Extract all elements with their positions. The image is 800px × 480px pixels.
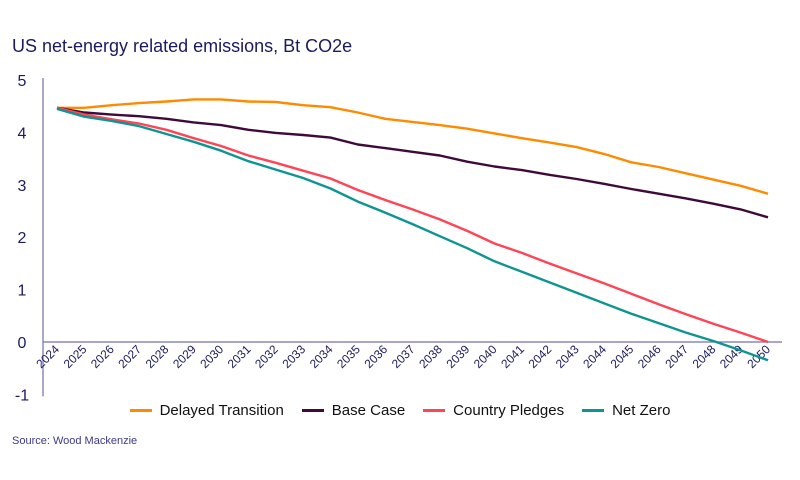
legend-swatch bbox=[301, 409, 324, 412]
x-tick-label: 2043 bbox=[553, 342, 582, 371]
legend-item: Delayed Transition bbox=[129, 402, 284, 419]
y-tick-label: 2 bbox=[18, 230, 27, 247]
series-line-delayed-transition bbox=[57, 98, 769, 195]
x-tick-label: 2026 bbox=[88, 342, 117, 371]
x-tick-label: 2040 bbox=[471, 342, 500, 371]
x-tick-label: 2033 bbox=[279, 342, 308, 371]
legend-item: Country Pledges bbox=[423, 402, 564, 419]
x-tick-label: 2045 bbox=[608, 342, 637, 371]
legend-label: Country Pledges bbox=[453, 402, 565, 419]
legend-swatch bbox=[129, 409, 152, 412]
chart-title: US net-energy related emissions, Bt CO2e bbox=[12, 36, 353, 56]
series-line-base-case bbox=[56, 106, 769, 219]
legend-item: Base Case bbox=[301, 402, 406, 419]
legend-label: Delayed Transition bbox=[159, 402, 284, 419]
x-tick-label: 2028 bbox=[143, 342, 172, 371]
x-tick-label: 2039 bbox=[444, 342, 473, 371]
x-tick-label: 2025 bbox=[61, 342, 90, 371]
x-tick-label: 2044 bbox=[580, 342, 609, 371]
x-tick-label: 2024 bbox=[33, 342, 62, 371]
x-tick-label: 2030 bbox=[197, 342, 226, 371]
x-tick-label: 2048 bbox=[690, 342, 719, 371]
series-line-country-pledges bbox=[56, 106, 769, 344]
x-tick-label: 2038 bbox=[416, 342, 445, 371]
y-tick-label: 5 bbox=[18, 73, 27, 90]
x-tick-label: 2042 bbox=[526, 342, 555, 371]
x-tick-label: 2031 bbox=[225, 342, 254, 371]
x-tick-label: 2034 bbox=[307, 342, 336, 371]
legend-swatch bbox=[582, 409, 605, 412]
x-tick-label: 2032 bbox=[252, 342, 281, 371]
series-line-net-zero bbox=[56, 107, 769, 362]
y-tick-label: 4 bbox=[18, 125, 27, 142]
y-tick-label: 0 bbox=[18, 335, 27, 352]
y-tick-label: 3 bbox=[18, 178, 27, 195]
x-tick-label: 2047 bbox=[662, 342, 691, 371]
x-tick-label: 2029 bbox=[170, 342, 199, 371]
source-note: Source: Wood Mackenzie bbox=[12, 435, 138, 447]
y-tick-label: -1 bbox=[15, 387, 29, 404]
x-tick-label: 2027 bbox=[115, 342, 144, 371]
legend-swatch bbox=[423, 409, 446, 412]
y-tick-label: 1 bbox=[18, 283, 27, 300]
legend-item: Net Zero bbox=[582, 402, 670, 419]
x-tick-label: 2035 bbox=[334, 342, 363, 371]
x-tick-label: 2037 bbox=[389, 342, 418, 371]
x-tick-label: 2041 bbox=[498, 342, 527, 371]
legend-label: Net Zero bbox=[612, 402, 671, 419]
legend: Delayed Transition Base Case Country Pledg… bbox=[0, 402, 800, 419]
x-tick-label: 2036 bbox=[361, 342, 390, 371]
x-tick-label: 2046 bbox=[635, 342, 664, 371]
legend-label: Base Case bbox=[331, 402, 406, 419]
